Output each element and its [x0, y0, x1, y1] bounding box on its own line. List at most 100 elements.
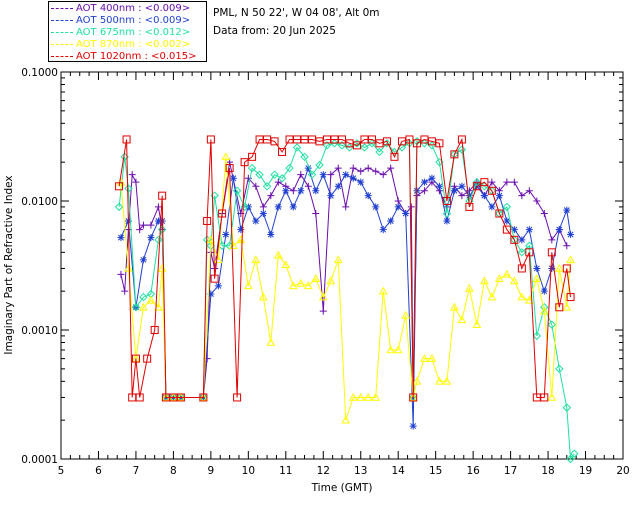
data-point	[458, 192, 466, 200]
data-point	[570, 449, 579, 458]
data-point	[233, 393, 242, 402]
legend-label-400nm: AOT 400nm : <0.009>	[76, 3, 191, 14]
data-point	[533, 197, 541, 205]
data-point	[229, 174, 237, 182]
data-point	[566, 255, 575, 264]
data-point	[147, 234, 155, 242]
data-point	[548, 236, 556, 244]
data-point	[124, 263, 133, 272]
data-point	[176, 393, 185, 402]
data-point	[420, 139, 429, 148]
data-point	[326, 276, 336, 285]
data-point	[285, 163, 294, 173]
legend-entry-675nm: AOT 675nm : <0.012>	[51, 27, 206, 38]
data-point	[387, 164, 395, 172]
data-point	[139, 221, 147, 229]
data-point	[407, 203, 415, 211]
data-point	[312, 210, 320, 218]
data-point	[303, 281, 313, 290]
data-point	[334, 182, 342, 190]
x-tick-label: 13	[354, 465, 367, 477]
legend-swatch-675nm	[51, 31, 73, 33]
data-point	[472, 182, 481, 191]
data-point	[375, 147, 384, 157]
data-point	[457, 135, 466, 144]
data-point	[121, 287, 129, 295]
data-point	[139, 292, 148, 302]
x-tick-label: 7	[133, 465, 140, 477]
data-point	[540, 210, 548, 218]
data-point	[289, 187, 297, 195]
data-point	[319, 307, 327, 315]
data-point	[210, 274, 219, 283]
data-point	[139, 256, 147, 264]
data-point	[300, 152, 309, 162]
data-point	[292, 143, 302, 152]
data-point	[524, 295, 534, 304]
data-point	[128, 171, 136, 179]
data-point	[117, 270, 125, 278]
x-tick-label: 9	[208, 465, 215, 477]
data-point	[457, 315, 467, 324]
data-point	[255, 170, 264, 179]
data-point	[420, 354, 429, 362]
data-point	[480, 276, 489, 285]
data-point	[402, 210, 410, 218]
data-point	[562, 302, 572, 311]
series-4	[115, 135, 575, 402]
data-point	[345, 143, 354, 152]
data-point	[114, 202, 124, 212]
data-point	[327, 192, 335, 200]
data-point	[357, 178, 365, 186]
data-point	[342, 171, 350, 179]
data-point	[270, 137, 279, 146]
data-point	[563, 242, 571, 250]
data-point	[450, 150, 459, 159]
axis-ticks: 5 6 7 8 9 10 11 12 13 14 15 16 17 18 19 20 0.0001 0.0010 0…	[21, 67, 629, 477]
legend-label-500nm: AOT 500nm : <0.009>	[76, 15, 191, 26]
data-point	[465, 202, 474, 211]
data-point	[158, 217, 166, 225]
y-tick-label: 0.0100	[21, 196, 58, 208]
data-point	[412, 376, 422, 385]
data-point	[554, 263, 564, 272]
data-point	[278, 147, 287, 156]
data-point	[488, 203, 496, 211]
data-point	[304, 164, 312, 172]
data-point	[480, 192, 488, 200]
x-tick-label: 12	[317, 465, 330, 477]
data-point	[157, 225, 167, 234]
data-point	[495, 274, 504, 282]
data-point	[131, 303, 141, 312]
data-point	[154, 217, 162, 225]
data-point	[207, 290, 215, 298]
data-point	[244, 174, 252, 182]
data-point	[259, 203, 267, 211]
data-point	[450, 302, 459, 311]
data-point	[562, 264, 571, 273]
data-point	[435, 182, 443, 190]
data-point	[472, 320, 482, 328]
legend-label-675nm: AOT 675nm : <0.012>	[76, 27, 191, 38]
x-tick-label: 14	[392, 465, 406, 477]
data-point	[116, 177, 126, 186]
x-tick-label: 18	[541, 465, 554, 477]
y-axis-label: Imaginary Part of Refractive Index	[3, 175, 15, 354]
data-point	[548, 264, 556, 272]
data-point	[517, 264, 526, 273]
data-point	[282, 187, 290, 195]
data-point	[386, 345, 396, 354]
series-layer	[114, 135, 579, 464]
x-tick-label: 11	[279, 465, 292, 477]
data-point	[296, 278, 306, 287]
data-point	[154, 302, 163, 311]
data-point	[518, 236, 526, 244]
data-point	[248, 152, 257, 161]
legend-swatch-400nm	[51, 7, 73, 9]
data-point	[532, 331, 542, 341]
data-point	[503, 217, 511, 225]
data-point	[382, 137, 391, 146]
data-point	[394, 197, 402, 205]
y-tick-label: 0.1000	[21, 67, 58, 79]
x-tick-label: 6	[95, 465, 102, 477]
